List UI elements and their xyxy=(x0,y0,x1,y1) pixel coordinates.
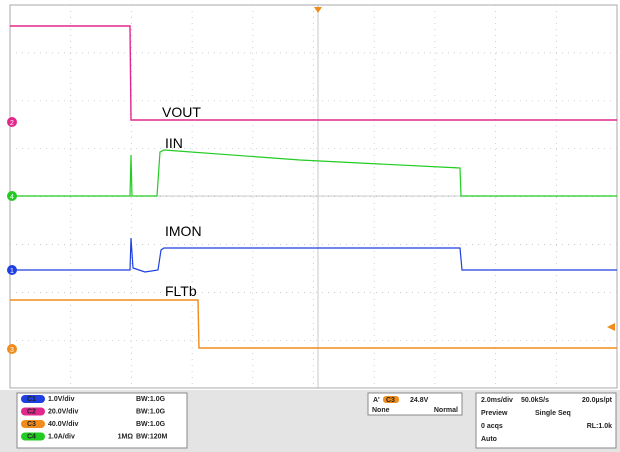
timebase: 2.0ms/div xyxy=(481,397,513,404)
badge xyxy=(21,432,45,441)
trigger-source: C3 xyxy=(386,397,395,404)
channel-scale: 20.0V/div xyxy=(48,409,78,416)
marker xyxy=(7,265,17,275)
marker-label: 4 xyxy=(10,194,14,201)
channel-bandwidth: BW:1.0G xyxy=(136,396,166,403)
marker xyxy=(7,344,17,354)
channel-bandwidth: BW:1.0G xyxy=(136,421,166,428)
badge xyxy=(21,407,45,416)
channel-scale: 1.0A/div xyxy=(48,434,75,441)
badge xyxy=(21,395,45,403)
channel-badge: C3 xyxy=(27,421,36,428)
trigger-level: 24.8V xyxy=(410,397,429,404)
run-mode: Single Seq xyxy=(535,410,571,417)
vout-trace xyxy=(10,25,617,121)
badge xyxy=(21,420,45,428)
channel-badge: C4 xyxy=(27,434,36,441)
acq-count: 0 acqs xyxy=(481,423,503,430)
marker-label: 1 xyxy=(10,268,14,275)
marker-label: 3 xyxy=(10,347,14,354)
acq-state: Preview xyxy=(481,410,508,417)
trace-label: IIN xyxy=(165,135,183,151)
trigger-level xyxy=(607,323,615,331)
trace-label: VOUT xyxy=(162,104,201,120)
channel-scale: 1.0V/div xyxy=(48,396,75,403)
channel-badge: C2 xyxy=(27,409,36,416)
marker-label: 2 xyxy=(10,120,14,127)
sample-rate: 50.0kS/s xyxy=(521,397,549,404)
marker xyxy=(7,117,17,127)
channel-bandwidth: BW:1.0G xyxy=(136,409,166,416)
channel-impedance: 1MΩ xyxy=(118,434,134,441)
resolution: 20.0µs/pt xyxy=(582,397,613,404)
trigger-auto: Auto xyxy=(481,436,497,443)
trace-label: IMON xyxy=(165,223,202,239)
channel-scale: 40.0V/div xyxy=(48,421,78,428)
channel-panel xyxy=(16,392,188,449)
record-length: RL:1.0k xyxy=(587,423,612,430)
trigger-position xyxy=(314,7,322,13)
badge xyxy=(383,396,399,403)
channel-markers: 2 4 1 3 xyxy=(7,117,17,354)
marker xyxy=(7,191,17,201)
channel-bandwidth: BW:120M xyxy=(136,434,168,441)
channel-list: C1 1.0V/div BW:1.0G C2 20.0V/div BW:1.0G C3 40.… xyxy=(21,395,168,441)
iin-trace xyxy=(10,149,617,197)
trigger-label: A' xyxy=(373,397,380,404)
acquisition-panel xyxy=(475,392,617,449)
trigger-mode: Normal xyxy=(434,407,458,414)
imon-trace xyxy=(10,237,617,273)
trigger-coupling: None xyxy=(372,407,390,414)
trace-label: FLTb xyxy=(165,283,197,299)
fltb-trace xyxy=(10,299,617,349)
channel-badge: C1 xyxy=(27,396,36,403)
